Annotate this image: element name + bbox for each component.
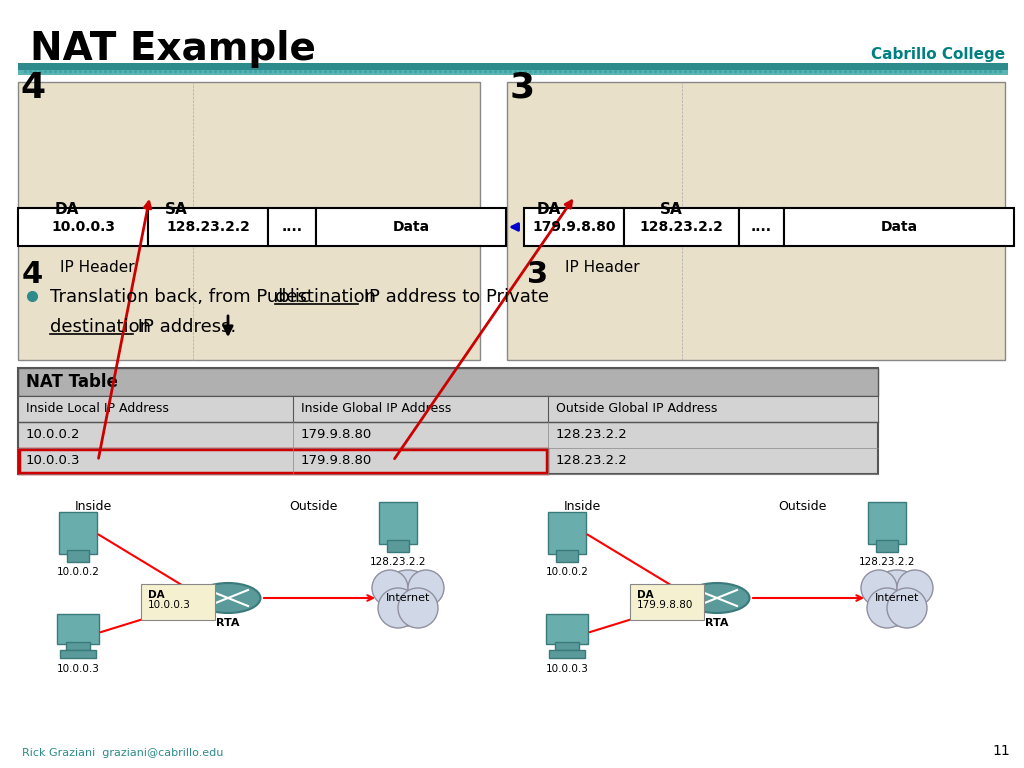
FancyBboxPatch shape [548,512,586,554]
Text: 128.23.2.2: 128.23.2.2 [556,429,628,442]
Text: 10.0.0.3: 10.0.0.3 [546,664,589,674]
Text: Outside: Outside [289,500,337,513]
Text: 179.9.8.80: 179.9.8.80 [532,220,615,234]
Text: 10.0.0.2: 10.0.0.2 [26,429,81,442]
Text: IP address.: IP address. [132,318,237,336]
Text: destination: destination [50,318,151,336]
FancyBboxPatch shape [67,550,89,562]
Text: 128.23.2.2: 128.23.2.2 [556,455,628,468]
Circle shape [867,588,907,628]
Text: Inside Local IP Address: Inside Local IP Address [26,402,169,415]
FancyBboxPatch shape [57,614,99,644]
Text: 179.9.8.80: 179.9.8.80 [301,455,373,468]
Text: 10.0.0.2: 10.0.0.2 [546,567,589,577]
FancyBboxPatch shape [66,642,90,650]
Text: 4: 4 [20,71,45,105]
Text: 10.0.0.3: 10.0.0.3 [148,600,190,610]
FancyBboxPatch shape [18,82,480,360]
Text: Data: Data [392,220,429,234]
Text: 3: 3 [510,71,536,105]
FancyBboxPatch shape [556,550,578,562]
Circle shape [408,570,444,606]
FancyBboxPatch shape [141,584,215,620]
Text: 128.23.2.2: 128.23.2.2 [370,557,426,567]
FancyBboxPatch shape [630,584,705,620]
Text: SA: SA [660,202,683,217]
FancyBboxPatch shape [546,614,588,644]
FancyBboxPatch shape [18,396,878,422]
FancyBboxPatch shape [148,208,268,246]
FancyBboxPatch shape [379,502,417,544]
Circle shape [869,570,925,626]
FancyBboxPatch shape [60,650,96,658]
Circle shape [398,588,438,628]
Text: 3: 3 [527,260,548,289]
Text: 128.23.2.2: 128.23.2.2 [640,220,723,234]
Text: IP Header: IP Header [60,260,134,275]
FancyBboxPatch shape [876,540,898,552]
Ellipse shape [684,583,750,613]
Text: NAT Example: NAT Example [30,30,315,68]
FancyBboxPatch shape [784,208,1014,246]
Ellipse shape [196,583,260,613]
Text: DA: DA [148,590,165,600]
Text: SA: SA [165,202,187,217]
Circle shape [378,588,418,628]
FancyBboxPatch shape [18,368,878,396]
Text: Cabrillo College: Cabrillo College [870,47,1005,62]
FancyBboxPatch shape [59,512,97,554]
Circle shape [887,588,927,628]
FancyBboxPatch shape [18,70,1008,75]
Text: Internet: Internet [874,593,920,603]
Text: 128.23.2.2: 128.23.2.2 [859,557,915,567]
Circle shape [372,570,408,606]
FancyBboxPatch shape [18,63,1008,75]
FancyBboxPatch shape [18,368,878,474]
FancyBboxPatch shape [739,208,784,246]
FancyBboxPatch shape [18,208,148,246]
Text: DA: DA [637,590,653,600]
FancyBboxPatch shape [387,540,409,552]
Text: RTA: RTA [706,618,729,628]
Text: Outside Global IP Address: Outside Global IP Address [556,402,718,415]
Text: Outside: Outside [778,500,826,513]
Text: 4: 4 [22,260,43,289]
FancyBboxPatch shape [507,82,1005,360]
FancyBboxPatch shape [524,208,624,246]
Text: 11: 11 [992,744,1010,758]
FancyBboxPatch shape [549,650,585,658]
Text: destination: destination [275,288,376,306]
Text: Data: Data [881,220,918,234]
Text: 179.9.8.80: 179.9.8.80 [301,429,373,442]
Text: IP Header: IP Header [565,260,640,275]
Text: 10.0.0.3: 10.0.0.3 [56,664,99,674]
Text: DA: DA [537,202,561,217]
Text: Internet: Internet [386,593,430,603]
Text: DA: DA [55,202,80,217]
Text: Inside: Inside [563,500,601,513]
Circle shape [897,570,933,606]
Text: Inside Global IP Address: Inside Global IP Address [301,402,452,415]
FancyBboxPatch shape [316,208,506,246]
Text: Translation back, from Public: Translation back, from Public [50,288,315,306]
FancyBboxPatch shape [624,208,739,246]
Text: ....: .... [751,220,772,234]
FancyBboxPatch shape [268,208,316,246]
Text: 10.0.0.2: 10.0.0.2 [56,567,99,577]
Text: 10.0.0.3: 10.0.0.3 [51,220,115,234]
Text: IP address to Private: IP address to Private [357,288,549,306]
Text: NAT Table: NAT Table [26,373,118,391]
Text: Inside: Inside [75,500,112,513]
Text: 128.23.2.2: 128.23.2.2 [166,220,250,234]
Text: RTA: RTA [216,618,240,628]
Text: ....: .... [282,220,302,234]
FancyBboxPatch shape [555,642,579,650]
Text: Rick Graziani  graziani@cabrillo.edu: Rick Graziani graziani@cabrillo.edu [22,748,223,758]
Circle shape [380,570,436,626]
Circle shape [861,570,897,606]
Text: 10.0.0.3: 10.0.0.3 [26,455,81,468]
Text: 179.9.8.80: 179.9.8.80 [637,600,693,610]
FancyBboxPatch shape [868,502,906,544]
